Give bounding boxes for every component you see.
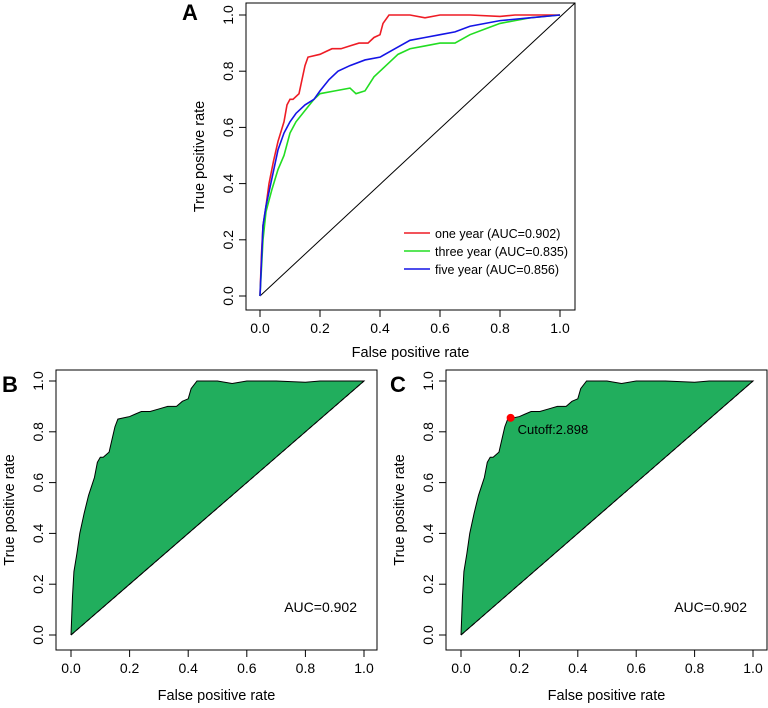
panel-c-y-tick-label: 1.0 [420, 371, 436, 391]
panel-a-reference-diagonal [259, 2, 576, 297]
panel-b-x-tick-label: 0.8 [296, 660, 316, 676]
panel-a-y-tick-label: 0.0 [220, 286, 236, 306]
panel-b-y-tick-label: 0.4 [30, 523, 46, 543]
panel-b-roc-curve [70, 380, 366, 636]
panel-b-y-axis-label: True positive rate [2, 454, 18, 565]
panel-a-y-tick-label: 0.2 [220, 230, 236, 250]
panel-c-roc-curve [460, 380, 755, 636]
panel-c-x-tick-label: 0.4 [568, 660, 588, 676]
panel-b-x-tick-label: 1.0 [354, 660, 374, 676]
panel-c-y-tick-label: 0.0 [420, 625, 436, 645]
panel-a-roc-line-three-year [259, 14, 561, 297]
panel-b-chance-line [70, 380, 365, 636]
panel-c-y-tick-label: 0.4 [420, 523, 436, 543]
panel-b-y-tick-label: 1.0 [30, 371, 46, 391]
panel-b-auc-label: AUC=0.902 [284, 599, 357, 615]
panel-b-y-tick-label: 0.8 [30, 422, 46, 442]
panel-c-y-tick-label: 0.6 [420, 473, 436, 493]
panel-a-x-tick-label: 0.6 [430, 320, 450, 336]
panel-b-x-tick-label: 0.0 [61, 660, 81, 676]
panel-c-x-tick-label: 0.0 [451, 660, 471, 676]
panel-a-roc-line-one-year [259, 14, 560, 297]
panel-c-x-tick-label: 0.6 [626, 660, 646, 676]
panel-a-x-axis-label: False positive rate [352, 345, 470, 361]
panel-b-y-tick-label: 0.2 [30, 574, 46, 594]
panel-a-y-tick-label: 0.4 [220, 174, 236, 194]
panel-c-x-tick-label: 1.0 [743, 660, 763, 676]
panel-c-roc-chart: 0.0 0.2 0.4 0.6 0.8 1.0 0.0 0.2 0.4 0.6 0.8 1.0 Fals… [392, 369, 768, 704]
panel-letter-a: A [182, 0, 198, 25]
panel-a-y-tick-label: 0.8 [220, 61, 236, 81]
panel-b-x-tick-label: 0.4 [178, 660, 198, 676]
panel-a-y-axis-label: True positive rate [192, 101, 208, 212]
panel-b-x-axis-label: False positive rate [158, 688, 276, 704]
panel-a-y-tick-label: 1.0 [220, 5, 236, 25]
panel-c-x-axis-label: False positive rate [548, 688, 666, 704]
legend-label-five-year: five year (AUC=0.856) [435, 263, 559, 277]
panel-b-y-tick-label: 0.0 [30, 625, 46, 645]
panel-a-y-tick-label: 0.6 [220, 117, 236, 137]
panel-b-x-tick-label: 0.2 [120, 660, 140, 676]
panel-c-x-tick-label: 0.8 [685, 660, 705, 676]
panel-c-y-tick-label: 0.2 [420, 574, 436, 594]
panel-b-roc-chart: 0.0 0.2 0.4 0.6 0.8 1.0 0.0 0.2 0.4 0.6 0.8 1.0 Fals… [2, 369, 378, 704]
panel-a-x-tick-label: 1.0 [550, 320, 570, 336]
panel-a-x-tick-label: 0.4 [370, 320, 390, 336]
panel-a-roc-line-five-year [259, 14, 561, 297]
panel-c-y-tick-label: 0.8 [420, 422, 436, 442]
panel-letter-b: B [2, 372, 18, 397]
legend-label-one-year: one year (AUC=0.902) [435, 227, 560, 241]
panel-a-x-tick-label: 0.0 [250, 320, 270, 336]
legend-label-three-year: three year (AUC=0.835) [435, 245, 568, 259]
panel-c-cutoff-label: Cutoff:2.898 [518, 422, 589, 437]
panel-c-y-axis-label: True positive rate [392, 454, 408, 565]
panel-a-x-tick-label: 0.2 [310, 320, 330, 336]
panel-a-x-tick-label: 0.8 [490, 320, 510, 336]
panel-c-chance-line [460, 380, 754, 636]
panel-c-x-tick-label: 0.2 [510, 660, 530, 676]
panel-letter-c: C [390, 372, 406, 397]
panel-a-roc-chart: 0.0 0.2 0.4 0.6 0.8 1.0 0.0 0.2 0.4 0.6 0.8 1.0 Fals… [192, 2, 576, 361]
panel-c-auc-label: AUC=0.902 [674, 599, 747, 615]
panel-b-y-tick-label: 0.6 [30, 473, 46, 493]
panel-b-x-tick-label: 0.6 [237, 660, 257, 676]
panel-c-cutoff-point [506, 413, 515, 422]
